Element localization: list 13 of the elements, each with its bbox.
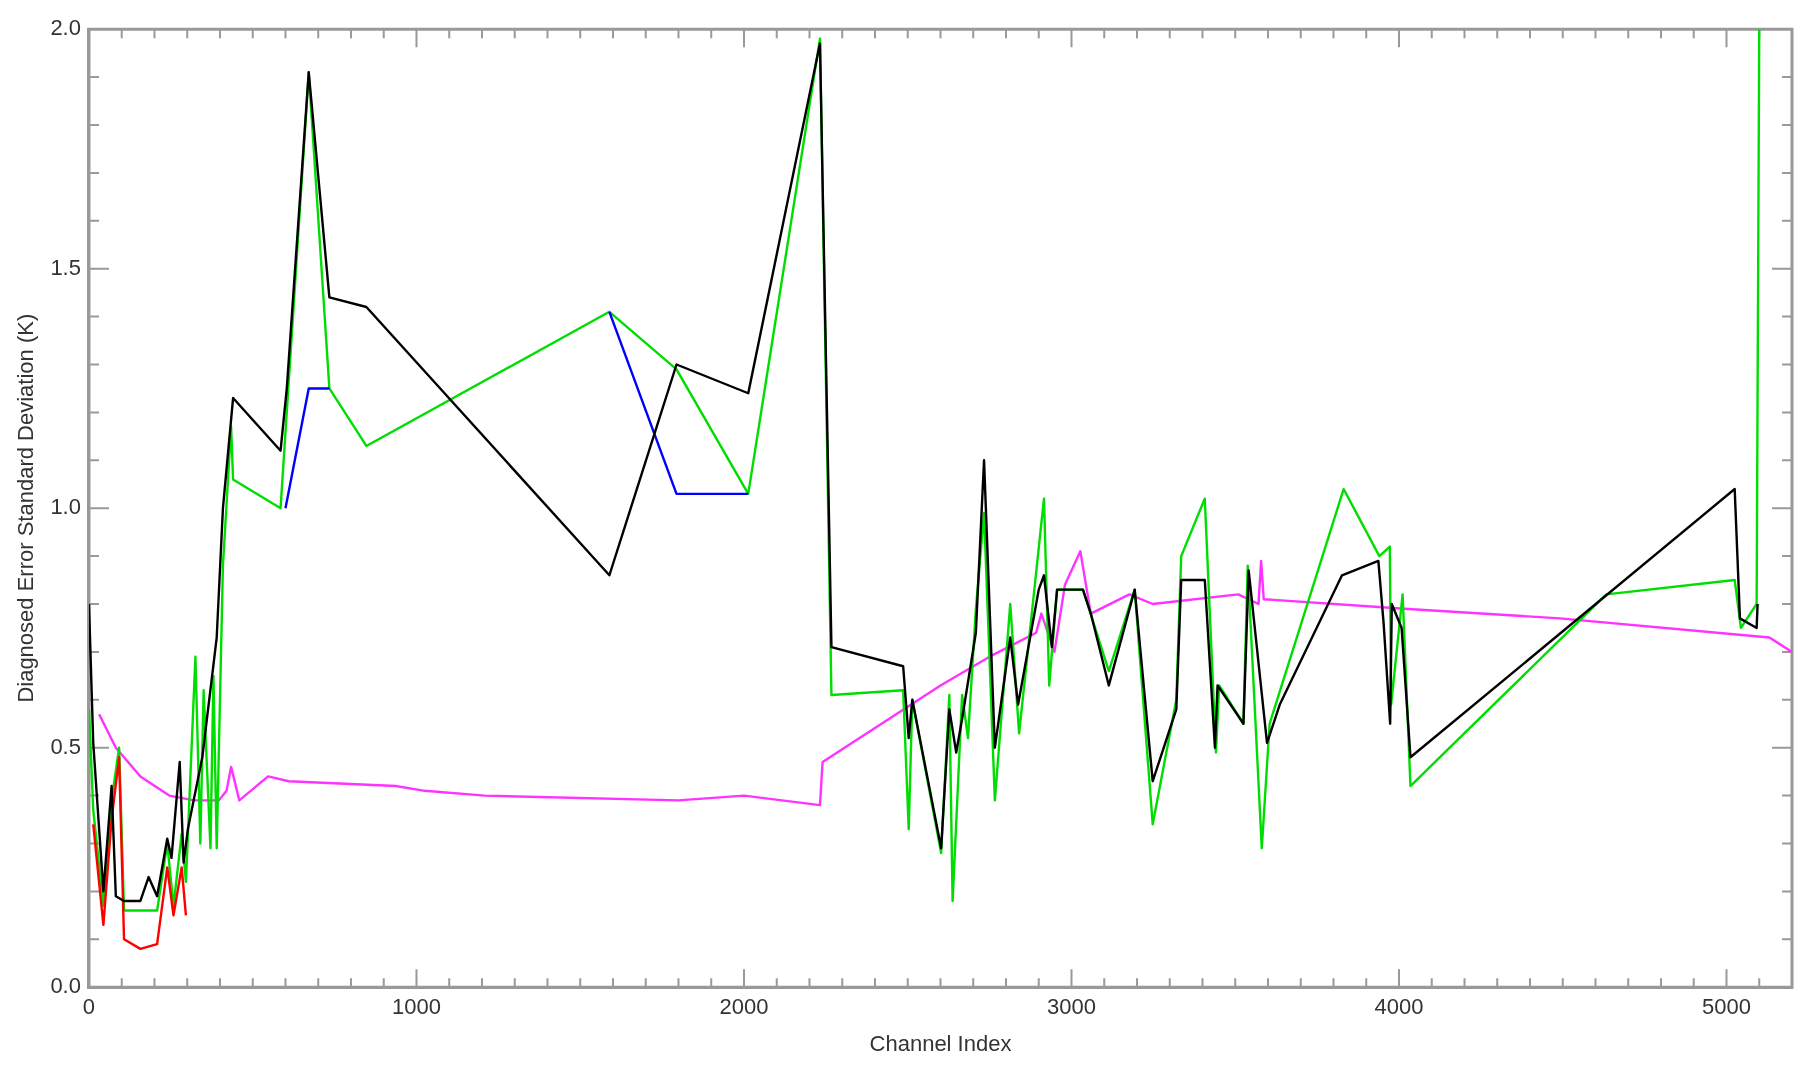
y-tick-label: 0.5 — [50, 733, 81, 759]
x-axis-title: Channel Index — [869, 1030, 1012, 1056]
y-tick-label: 1.5 — [50, 254, 81, 280]
x-tick-label: 5000 — [1702, 994, 1751, 1020]
x-tick-label: 2000 — [719, 994, 769, 1020]
x-tick-label: 1000 — [392, 994, 441, 1020]
x-tick-label: 0 — [82, 994, 96, 1020]
y-tick-label: 1.0 — [50, 494, 81, 520]
y-tick-label: 2.0 — [50, 15, 81, 41]
x-tick-label: 4000 — [1374, 994, 1424, 1020]
y-axis-title: Diagnosed Error Standard Deviation (K) — [13, 313, 39, 703]
y-tick-label: 0.0 — [50, 973, 81, 999]
x-tick-label: 3000 — [1047, 994, 1096, 1020]
